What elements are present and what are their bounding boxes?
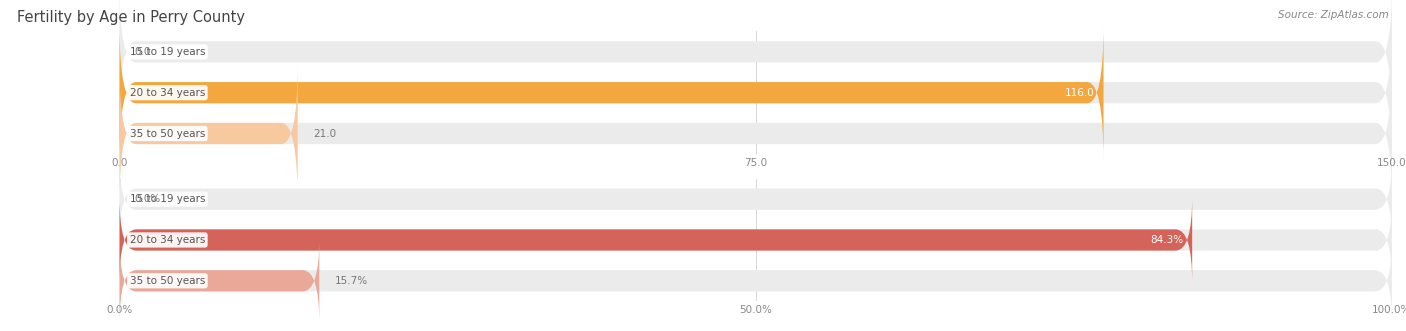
FancyBboxPatch shape — [120, 0, 1392, 121]
Text: 20 to 34 years: 20 to 34 years — [129, 235, 205, 245]
FancyBboxPatch shape — [120, 65, 298, 203]
Text: 15 to 19 years: 15 to 19 years — [129, 47, 205, 57]
FancyBboxPatch shape — [120, 65, 1392, 203]
FancyBboxPatch shape — [120, 198, 1392, 282]
Text: 35 to 50 years: 35 to 50 years — [129, 276, 205, 286]
Text: 0.0: 0.0 — [135, 47, 152, 57]
Text: 21.0: 21.0 — [314, 128, 336, 138]
Text: Fertility by Age in Perry County: Fertility by Age in Perry County — [17, 10, 245, 25]
Text: 0.0%: 0.0% — [135, 194, 162, 204]
FancyBboxPatch shape — [120, 157, 1392, 242]
Text: Source: ZipAtlas.com: Source: ZipAtlas.com — [1278, 10, 1389, 20]
FancyBboxPatch shape — [120, 198, 1192, 282]
Text: 116.0: 116.0 — [1064, 88, 1095, 98]
Text: 15 to 19 years: 15 to 19 years — [129, 194, 205, 204]
FancyBboxPatch shape — [120, 238, 319, 323]
FancyBboxPatch shape — [120, 24, 1392, 162]
Text: 84.3%: 84.3% — [1150, 235, 1184, 245]
Text: 20 to 34 years: 20 to 34 years — [129, 88, 205, 98]
FancyBboxPatch shape — [120, 238, 1392, 323]
Text: 35 to 50 years: 35 to 50 years — [129, 128, 205, 138]
FancyBboxPatch shape — [120, 24, 1104, 162]
Text: 15.7%: 15.7% — [335, 276, 368, 286]
